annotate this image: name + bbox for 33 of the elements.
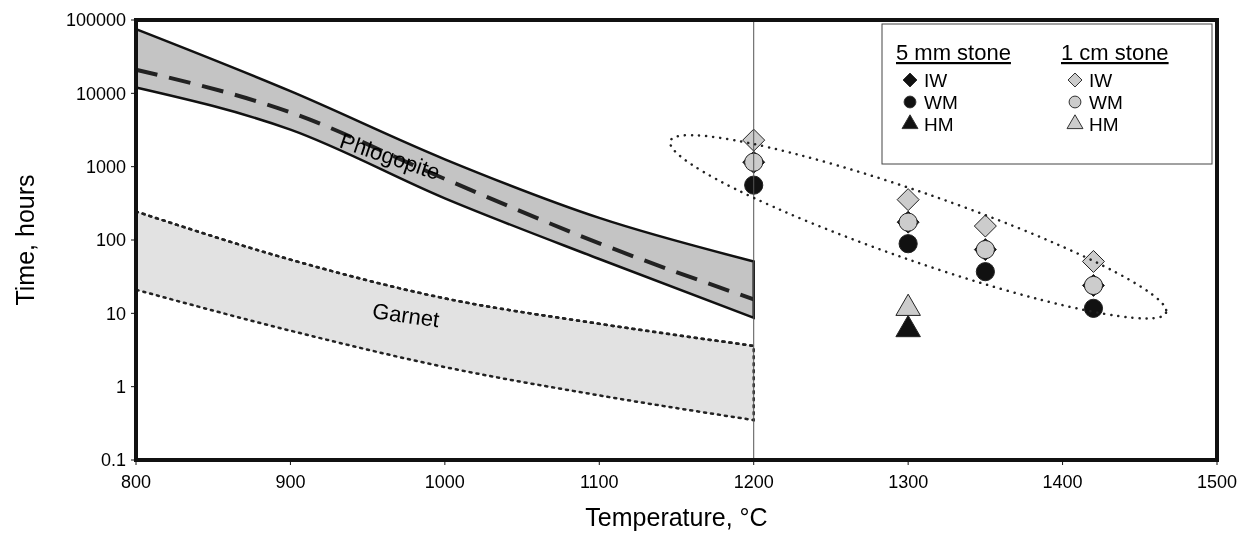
x-tick-label: 1100 [579, 472, 619, 492]
point [744, 175, 764, 195]
text: Garnet [370, 298, 441, 333]
point [975, 262, 995, 282]
legend-label: IW [1089, 70, 1113, 91]
y-tick-label: 10000 [75, 83, 126, 104]
x-tick-label: 800 [120, 472, 152, 492]
y-tick-label: 1 [115, 376, 126, 397]
legend-label: WM [1089, 92, 1123, 113]
y-axis-title: Time, hours [11, 174, 39, 306]
legend-label: WM [924, 92, 958, 113]
x-tick-label: 1200 [733, 472, 774, 492]
point [898, 234, 918, 254]
y-tick-label: 10 [105, 303, 126, 324]
y-tick-label: 1000 [85, 156, 126, 177]
x-tick-label: 1400 [1042, 472, 1083, 492]
x-axis-title: Temperature, °C [585, 503, 768, 531]
point [973, 214, 997, 238]
x-tick-label: 1300 [888, 472, 929, 492]
annotation: 5 mm stone [896, 40, 1011, 65]
annotation: 1 cm stone [1061, 40, 1169, 65]
legend-label: HM [924, 114, 954, 135]
point [1081, 249, 1105, 273]
y-tick-label: 100000 [65, 10, 126, 31]
x-tick-label: 1000 [424, 472, 465, 492]
x-tick-label: 1500 [1196, 472, 1238, 492]
legend-label: IW [924, 70, 948, 91]
point [1083, 298, 1104, 318]
point [896, 188, 920, 212]
legend-label: HM [1089, 114, 1119, 135]
x-tick-label: 900 [275, 472, 306, 492]
y-tick-label: 0.1 [100, 450, 126, 471]
y-tick-label: 100 [95, 230, 126, 251]
